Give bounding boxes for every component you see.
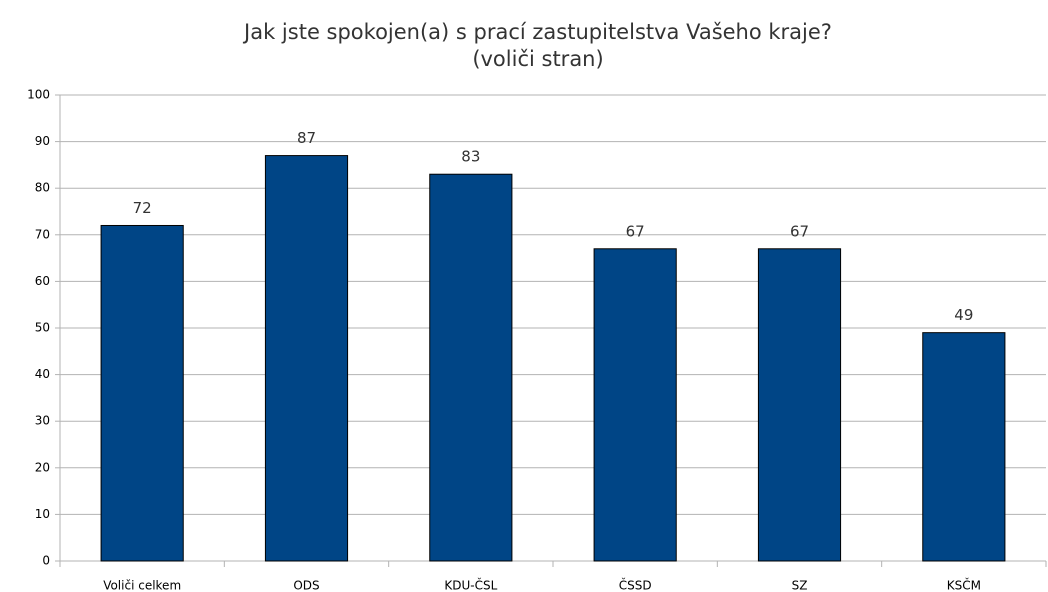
y-tick-label: 20 <box>35 460 50 474</box>
chart-title: Jak jste spokojen(a) s prací zastupitels… <box>242 20 832 44</box>
bar <box>429 173 513 562</box>
data-label: 87 <box>297 129 316 147</box>
data-label: 83 <box>461 148 480 166</box>
x-tick-label: SZ <box>792 579 808 592</box>
y-tick-label: 90 <box>35 134 50 148</box>
y-tick-label: 70 <box>35 227 50 241</box>
y-tick-label: 0 <box>42 554 50 568</box>
data-label: 67 <box>790 222 809 240</box>
bar <box>757 248 842 562</box>
y-tick-label: 30 <box>35 414 50 428</box>
bar <box>593 248 677 562</box>
y-tick-label: 40 <box>35 367 50 381</box>
x-tick-label: KSČM <box>947 578 981 592</box>
data-label: 72 <box>133 199 152 217</box>
x-tick-label: ČSSD <box>619 578 652 592</box>
y-tick-label: 60 <box>35 274 50 288</box>
bar <box>922 332 1006 562</box>
x-tick-label: ODS <box>293 579 319 592</box>
chart-subtitle: (voliči stran) <box>472 47 603 71</box>
y-tick-label: 80 <box>35 181 50 195</box>
data-label: 49 <box>954 306 973 324</box>
y-tick-label: 100 <box>27 88 50 102</box>
y-tick-label: 10 <box>35 507 50 521</box>
x-tick-label: KDU-ČSL <box>444 578 497 592</box>
y-tick-label: 50 <box>35 321 50 335</box>
x-tick-label: Voliči celkem <box>103 579 181 592</box>
bar <box>264 155 349 562</box>
data-label: 67 <box>626 222 645 240</box>
bar <box>100 224 184 562</box>
